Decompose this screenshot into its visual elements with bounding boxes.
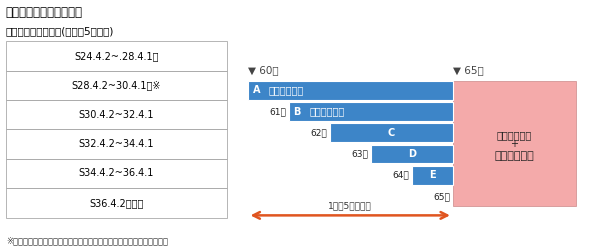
Text: 報酬比例部分: 報酬比例部分 bbox=[268, 85, 303, 95]
Bar bbox=[453, 81, 576, 206]
Bar bbox=[289, 102, 453, 121]
Text: E: E bbox=[429, 170, 435, 180]
Text: 厚生年金の受給開始年齢: 厚生年金の受給開始年齢 bbox=[6, 6, 83, 19]
Text: S30.4.2~32.4.1: S30.4.2~32.4.1 bbox=[79, 110, 154, 120]
Text: 老齢基礎年金: 老齢基礎年金 bbox=[494, 151, 534, 161]
Text: 65歳: 65歳 bbox=[434, 192, 450, 201]
Text: 報酬比例部分: 報酬比例部分 bbox=[309, 106, 345, 117]
Text: S24.4.2~.28.4.1生: S24.4.2~.28.4.1生 bbox=[74, 51, 159, 61]
Text: ※共済年金は、男女とも厚生年金の男性の生年月日と同じ支給開始年齢: ※共済年金は、男女とも厚生年金の男性の生年月日と同じ支給開始年齢 bbox=[6, 236, 168, 245]
Text: 64歳: 64歳 bbox=[392, 171, 409, 180]
Bar bbox=[371, 145, 453, 163]
Text: A: A bbox=[253, 85, 260, 95]
Text: S36.4.2以降生: S36.4.2以降生 bbox=[89, 198, 144, 208]
Text: +: + bbox=[510, 140, 519, 149]
Bar bbox=[248, 81, 453, 100]
Text: D: D bbox=[408, 149, 416, 159]
Bar bbox=[330, 124, 453, 142]
Text: S34.4.2~36.4.1: S34.4.2~36.4.1 bbox=[79, 168, 154, 178]
Text: B: B bbox=[294, 106, 301, 117]
Text: 老齢厚生年金: 老齢厚生年金 bbox=[497, 130, 532, 140]
Text: ▼ 60歳: ▼ 60歳 bbox=[248, 66, 278, 76]
Text: 生年月日　（男性）(女性は5年遅れ): 生年月日 （男性）(女性は5年遅れ) bbox=[6, 26, 114, 36]
Text: 61歳: 61歳 bbox=[270, 107, 286, 116]
Bar bbox=[412, 166, 453, 184]
Text: 63歳: 63歳 bbox=[352, 150, 368, 158]
Text: 1年～5年間空白: 1年～5年間空白 bbox=[329, 202, 372, 211]
Text: C: C bbox=[388, 128, 395, 138]
Text: S28.4.2~30.4.1　※: S28.4.2~30.4.1 ※ bbox=[72, 80, 161, 90]
Text: ▼ 65歳: ▼ 65歳 bbox=[453, 66, 484, 76]
Text: S32.4.2~34.4.1: S32.4.2~34.4.1 bbox=[79, 139, 154, 149]
Text: 62歳: 62歳 bbox=[310, 128, 327, 137]
